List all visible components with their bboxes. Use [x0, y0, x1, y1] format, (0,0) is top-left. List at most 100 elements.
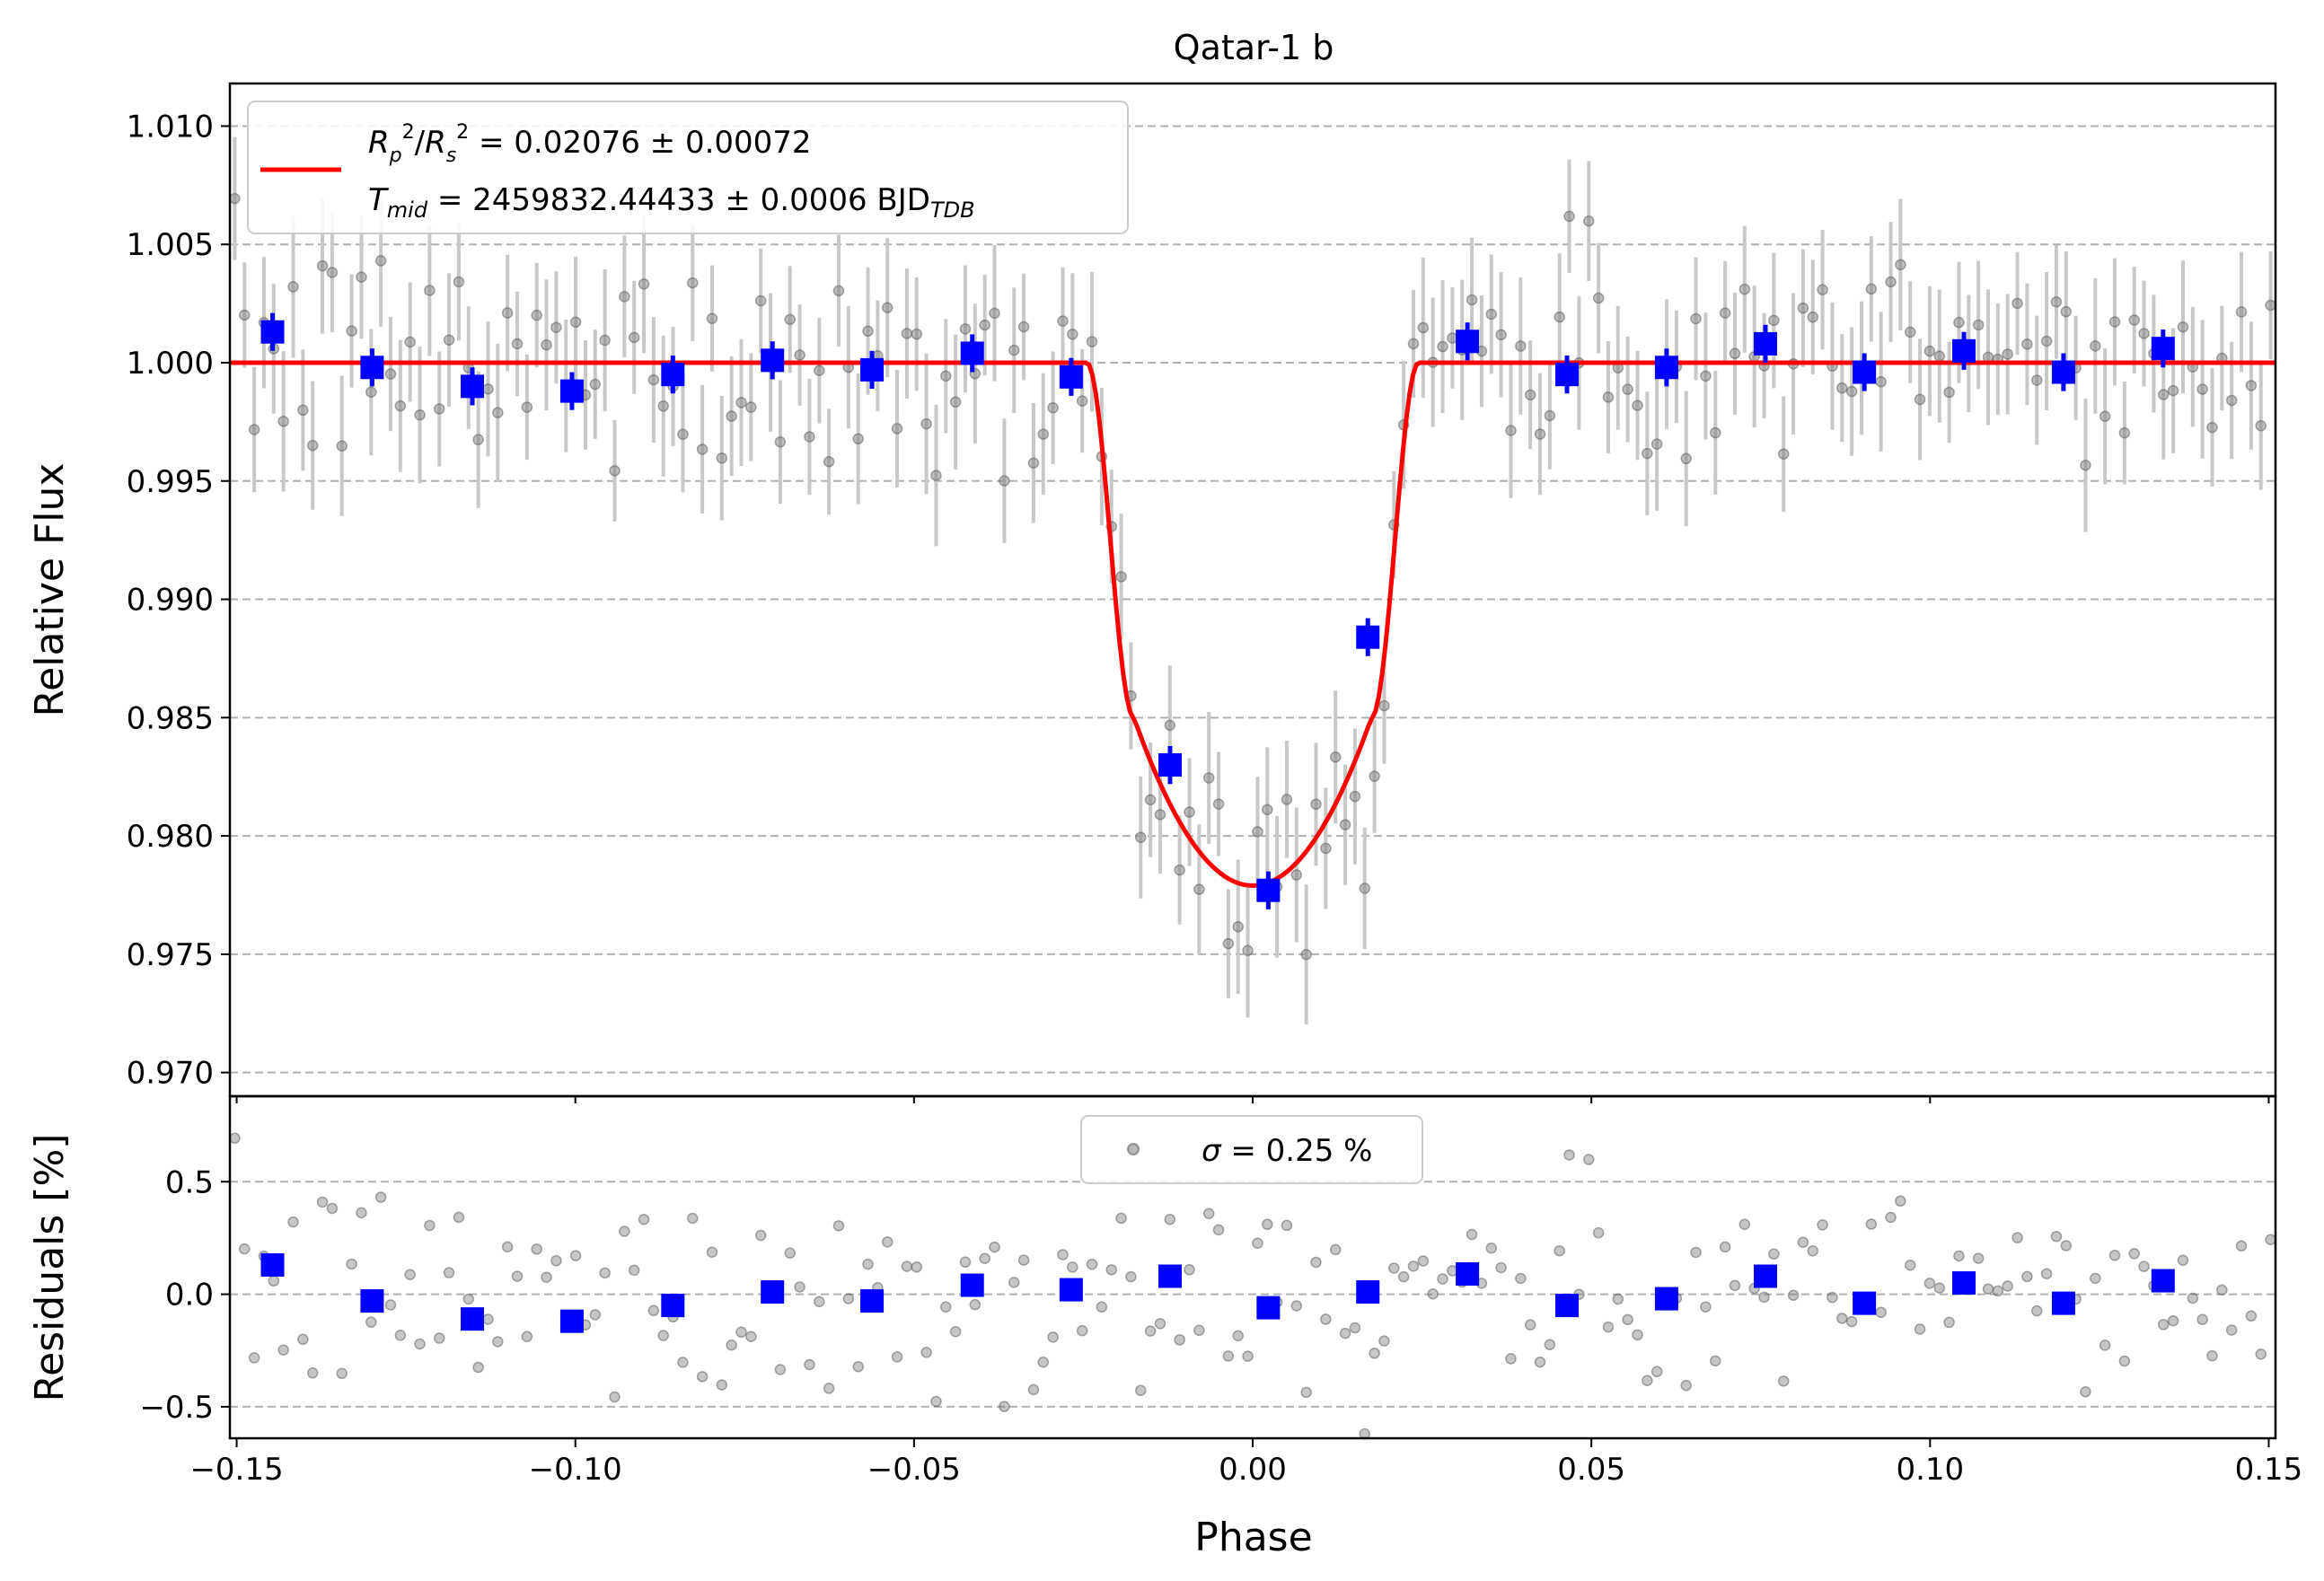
bottom-panel-ticks: −0.5 0.0 0.5	[139, 1164, 230, 1426]
binned-point	[2051, 360, 2075, 384]
residual-point	[891, 1351, 903, 1363]
raw-point	[2011, 297, 2023, 310]
residual-point	[1582, 1154, 1595, 1165]
residual-point	[365, 1316, 377, 1328]
residual-point	[1632, 1329, 1643, 1341]
raw-point	[599, 334, 611, 347]
residual-point	[1193, 1324, 1205, 1337]
residual-point	[2011, 1232, 2023, 1243]
residual-point	[1252, 1237, 1263, 1249]
residual-point	[1495, 1261, 1507, 1274]
residual-point	[569, 1250, 582, 1261]
residual-point	[1329, 1243, 1342, 1256]
raw-point	[1466, 294, 1478, 306]
binned-point	[1952, 338, 1976, 363]
raw-point	[2245, 380, 2258, 391]
residual-point	[1710, 1355, 1721, 1367]
residual-point	[2245, 1310, 2258, 1322]
raw-point	[2099, 410, 2111, 423]
raw-point	[2090, 340, 2101, 352]
residual-point	[1105, 1264, 1117, 1276]
residual-point	[2167, 1314, 2179, 1327]
binned-residual	[2151, 1269, 2175, 1293]
binned-point	[559, 379, 584, 403]
residual-point	[1700, 1301, 1712, 1313]
residual-point	[638, 1214, 650, 1225]
residual-point	[2128, 1248, 2140, 1260]
raw-point	[940, 370, 952, 382]
residual-point	[229, 1132, 241, 1144]
raw-point	[1836, 382, 1848, 394]
raw-point	[414, 408, 426, 421]
raw-point	[229, 192, 241, 205]
raw-point	[394, 400, 407, 412]
x-tick-label: −0.15	[189, 1452, 283, 1488]
binned-point	[761, 348, 785, 373]
raw-point	[2167, 384, 2179, 397]
raw-point	[716, 452, 728, 464]
residual-point	[394, 1330, 407, 1341]
raw-point	[823, 455, 835, 468]
binned-residual	[1356, 1280, 1380, 1304]
residual-point	[2177, 1254, 2189, 1266]
raw-point	[1739, 283, 1751, 295]
raw-point	[531, 309, 542, 321]
raw-point	[472, 434, 484, 445]
raw-point	[1807, 311, 1818, 323]
residual-point	[1466, 1228, 1478, 1241]
residual-point	[1972, 1252, 1985, 1264]
top-ytick-label: 1.000	[127, 346, 214, 382]
residual-point	[1524, 1319, 1536, 1331]
residual-point	[2196, 1313, 2208, 1326]
raw-point	[609, 465, 621, 477]
raw-point	[541, 338, 552, 351]
raw-point	[521, 401, 533, 413]
residual-point	[784, 1247, 796, 1260]
raw-point	[930, 470, 942, 481]
residual-point	[1485, 1242, 1498, 1254]
residual-point	[2021, 1270, 2033, 1283]
residual-point	[1505, 1353, 1517, 1365]
raw-point	[2225, 394, 2238, 407]
raw-point	[2138, 328, 2150, 339]
residual-point	[1680, 1379, 1692, 1392]
raw-point	[832, 285, 845, 297]
residual-point	[1797, 1236, 1809, 1248]
raw-point	[1437, 340, 1448, 353]
x-tick-label: 0.05	[1557, 1452, 1625, 1488]
raw-point	[501, 307, 514, 319]
binned-residual	[360, 1289, 384, 1313]
residual-point	[1651, 1366, 1663, 1378]
raw-point	[1972, 319, 1985, 331]
raw-point	[745, 401, 757, 413]
raw-point	[2265, 299, 2276, 312]
residual-point	[306, 1367, 319, 1379]
residual-point	[346, 1258, 357, 1270]
raw-point	[1232, 921, 1244, 933]
residual-point	[1690, 1246, 1702, 1259]
raw-point	[1222, 937, 1235, 950]
raw-point	[1923, 345, 1936, 357]
raw-point	[1067, 329, 1078, 340]
raw-point	[1290, 869, 1303, 881]
raw-point	[2080, 459, 2091, 471]
raw-point	[949, 396, 962, 408]
residual-point	[901, 1260, 913, 1272]
raw-point	[1407, 338, 1420, 350]
residual-point	[1554, 1244, 1565, 1257]
residual-point	[1787, 1289, 1800, 1301]
legend-sigma: σ = 0.25 %	[1202, 1133, 1372, 1169]
residual-point	[881, 1236, 894, 1248]
residual-point	[969, 1298, 982, 1311]
residual-point	[453, 1211, 465, 1224]
residual-point	[492, 1336, 504, 1348]
raw-point	[2235, 306, 2248, 318]
residual-point	[1622, 1313, 1633, 1326]
residual-point	[424, 1219, 436, 1232]
raw-point	[696, 444, 709, 455]
binned-point	[1754, 331, 1778, 356]
residual-point	[277, 1344, 289, 1356]
model-curve	[230, 360, 2276, 888]
raw-point	[1349, 790, 1361, 803]
residual-point	[1953, 1250, 1965, 1262]
